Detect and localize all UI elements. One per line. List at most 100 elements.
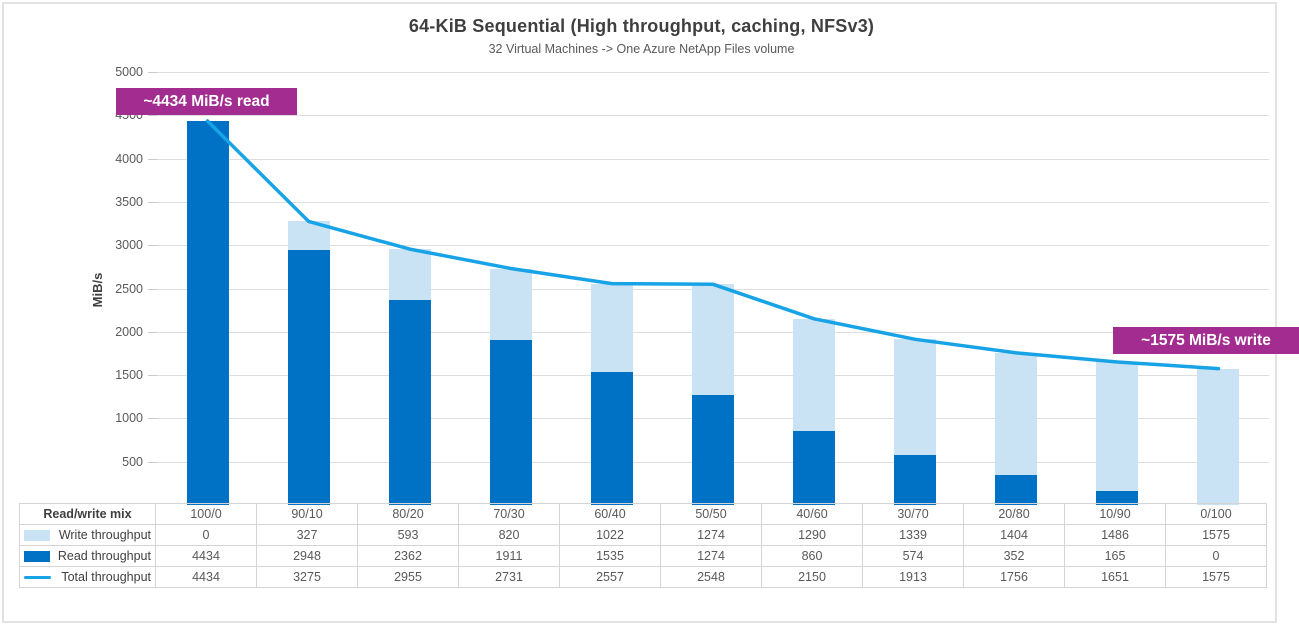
total-line [205, 119, 1221, 371]
write-bar [894, 339, 937, 456]
table-cell: 2731 [458, 566, 560, 588]
y-tick-label: 1000 [115, 411, 143, 426]
table-row: Total throughput 4434 3275 2955 2731 2557 2548… [19, 566, 1267, 588]
page-subtitle: 32 Virtual Machines -> One Azure NetApp … [488, 42, 795, 56]
series-label: Write throughput [24, 528, 151, 542]
write-legend-swatch [24, 529, 50, 541]
table-header-cell: 30/70 [862, 503, 964, 525]
table-cell: 593 [357, 524, 459, 546]
series-name: Write throughput [58, 528, 151, 542]
y-axis-tick [148, 201, 157, 203]
table-cell: 327 [256, 524, 358, 546]
table-cell: 2557 [559, 566, 661, 588]
table-row: Write throughput 0 327 593 820 1022 1274 1290 13… [19, 524, 1267, 546]
series-name: Read throughput [57, 549, 151, 563]
table-cell: 165 [1064, 545, 1166, 567]
table-cell: 1290 [761, 524, 863, 546]
y-tick-label: 2000 [115, 324, 143, 339]
y-tick-label: 3500 [115, 194, 143, 209]
table-cell: 4434 [155, 545, 257, 567]
table-cell: 860 [761, 545, 863, 567]
y-axis-tick [148, 115, 157, 117]
page-title: 64-KiB Sequential (High throughput, cach… [408, 16, 875, 36]
read-bar [692, 394, 734, 505]
table-cell: 1404 [963, 524, 1065, 546]
table-cell: 2362 [357, 545, 459, 567]
series-label: Total throughput [24, 570, 151, 584]
table-header-cell: 100/0 [155, 503, 257, 525]
y-axis-tick [148, 72, 157, 73]
gridline [157, 72, 1269, 73]
series-label-cell: Read throughput [19, 545, 156, 567]
table-row: Read throughput 4434 2948 2362 1911 1535 1274 8… [19, 545, 1267, 567]
table-cell: 2948 [256, 545, 358, 567]
table-cell: 1339 [862, 524, 964, 546]
y-tick-label: 500 [122, 454, 143, 469]
write-bar [388, 249, 431, 301]
table-cell: 574 [862, 545, 964, 567]
table-cell: 3275 [256, 566, 358, 588]
read-bar [489, 339, 532, 505]
table-cell: 2548 [660, 566, 762, 588]
table-cell: 2955 [357, 566, 459, 588]
table-header-label: Read/write mix [19, 503, 156, 525]
table-header-cell: 80/20 [357, 503, 459, 525]
gridline [157, 245, 1269, 247]
y-tick-label: 3000 [115, 238, 143, 253]
read-bar [388, 300, 431, 505]
y-axis-tick [148, 331, 157, 333]
table-cell: 1486 [1064, 524, 1166, 546]
read-bar [287, 249, 330, 505]
series-label-cell: Write throughput [19, 524, 156, 546]
read-bar [1096, 490, 1139, 505]
y-tick-label: 2500 [115, 281, 143, 296]
table-header-cell: 0/100 [1165, 503, 1267, 525]
write-bar [692, 284, 734, 395]
gridline [157, 158, 1269, 160]
y-axis-tick [148, 461, 157, 463]
table-cell: 1913 [862, 566, 964, 588]
table-cell: 1022 [559, 524, 661, 546]
gridline [157, 115, 1269, 117]
table-cell: 0 [155, 524, 257, 546]
table-cell: 0 [1165, 545, 1267, 567]
y-tick-label: 4000 [115, 151, 143, 166]
write-bar [995, 352, 1038, 475]
series-name: Total throughput [61, 570, 151, 584]
table-header-cell: 60/40 [559, 503, 661, 525]
y-tick-label: 5000 [115, 65, 143, 79]
table-cell: 1575 [1165, 566, 1267, 588]
read-bar [894, 455, 937, 505]
read-legend-swatch [24, 550, 50, 562]
write-annotation: ~1575 MiB/s write [1113, 327, 1299, 354]
table-cell: 352 [963, 545, 1065, 567]
table-cell: 1535 [559, 545, 661, 567]
write-bar [1096, 362, 1139, 491]
y-axis-tick [148, 158, 157, 160]
table-cell: 1651 [1064, 566, 1166, 588]
table-cell: 4434 [155, 566, 257, 588]
plot-area [148, 72, 1269, 505]
data-table: Read/write mix 100/0 90/10 80/20 70/30 60/40 5… [19, 503, 1267, 588]
table-cell: 1575 [1165, 524, 1267, 546]
y-axis-tick [148, 418, 157, 420]
read-bar [793, 430, 836, 505]
table-header-cell: 40/60 [761, 503, 863, 525]
table-cell: 1274 [660, 545, 762, 567]
read-bar [590, 372, 633, 505]
series-label: Read throughput [24, 549, 151, 563]
y-tick-label: 1500 [115, 368, 143, 383]
table-cell: 1756 [963, 566, 1065, 588]
read-annotation: ~4434 MiB/s read [116, 88, 297, 115]
total-legend-swatch [24, 575, 51, 579]
table-cell: 1911 [458, 545, 560, 567]
read-bar [995, 474, 1038, 505]
write-bar [590, 283, 633, 373]
read-bar [186, 121, 229, 505]
table-header-cell: 50/50 [660, 503, 762, 525]
write-bar [1197, 368, 1240, 505]
y-axis-tick [148, 288, 157, 290]
table-header-cell: 70/30 [458, 503, 560, 525]
table-cell: 1274 [660, 524, 762, 546]
